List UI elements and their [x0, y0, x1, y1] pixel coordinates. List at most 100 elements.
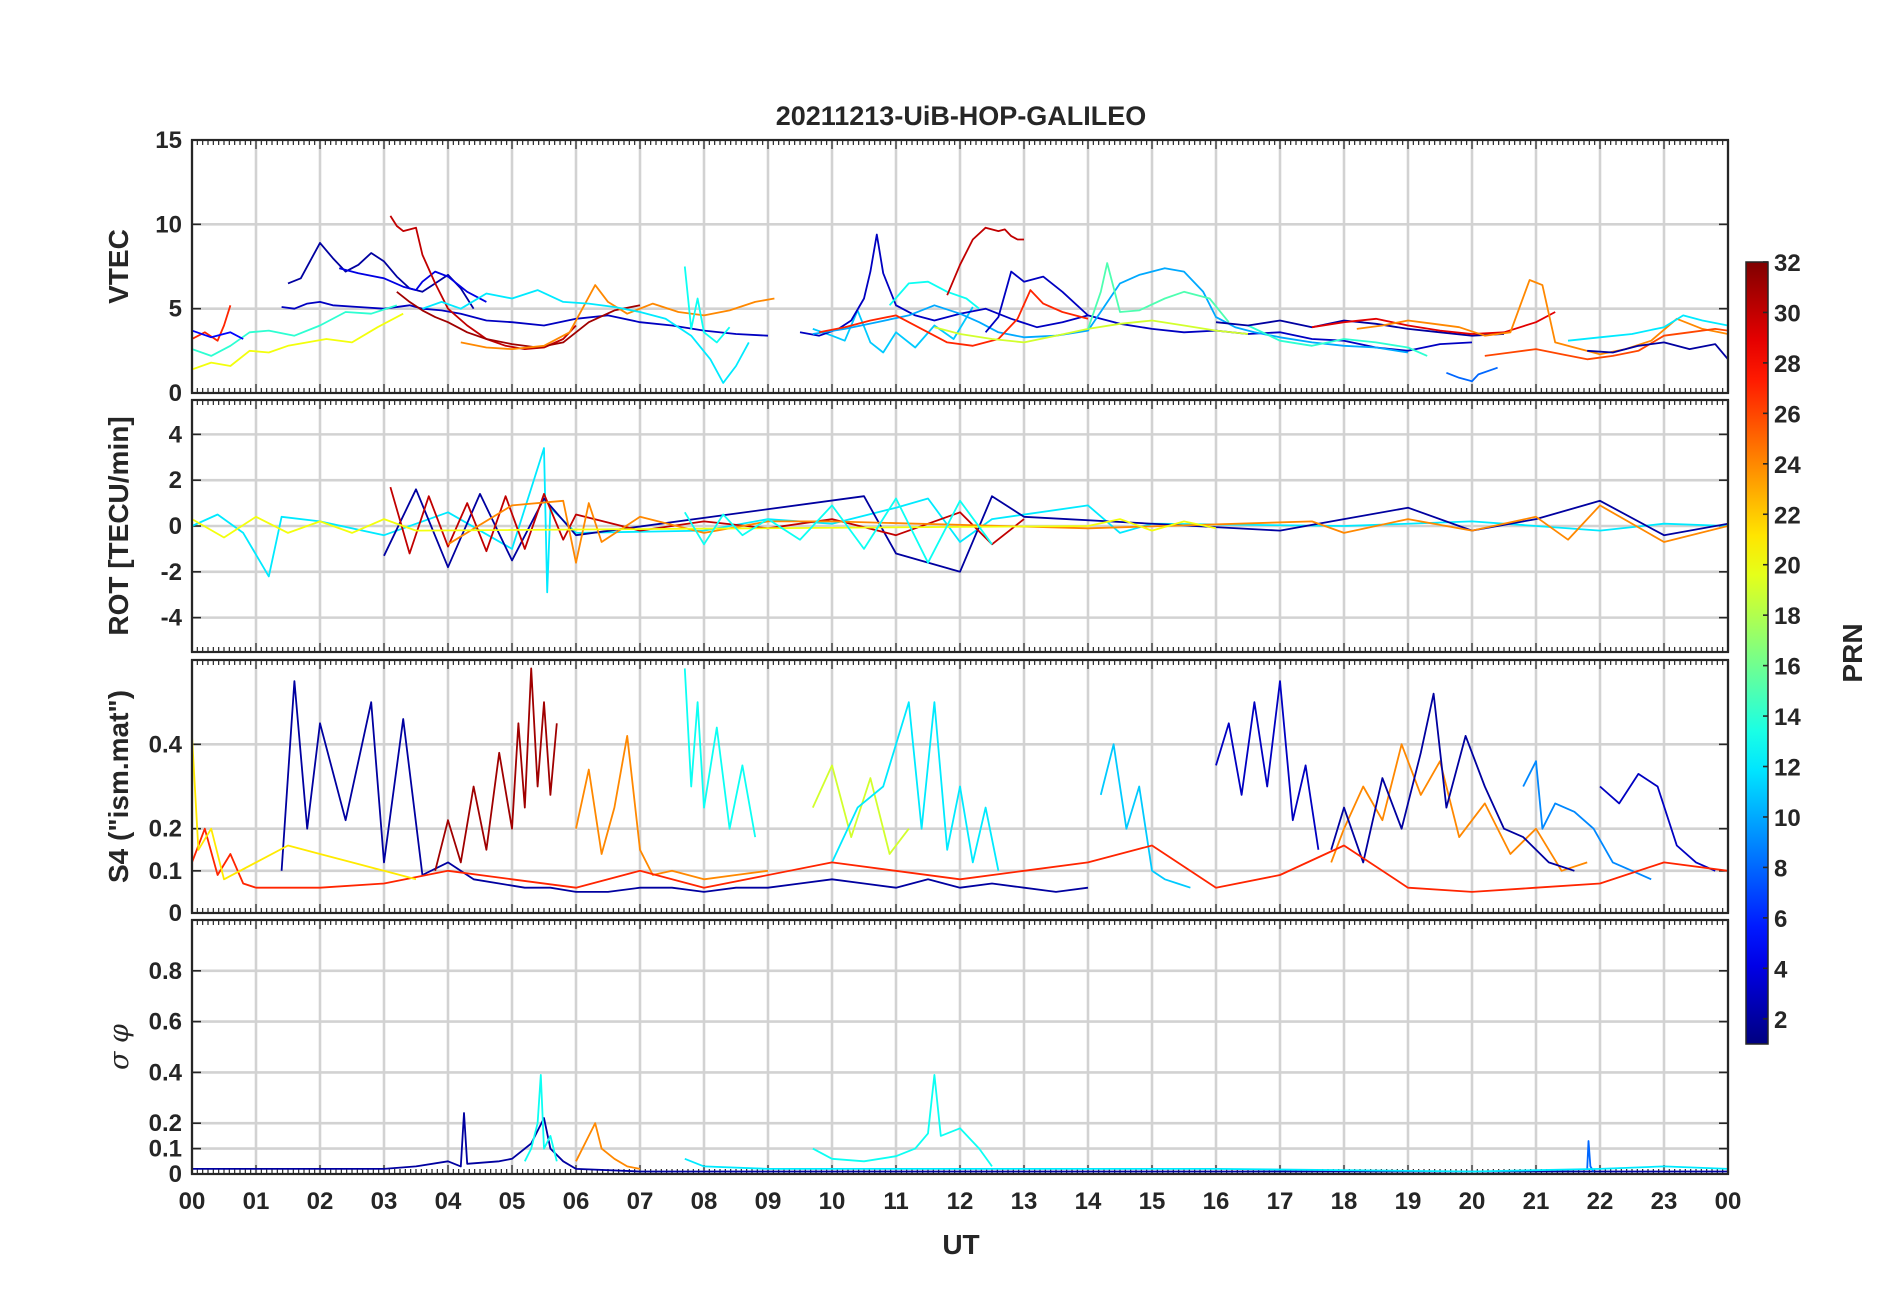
panel-sigma_phi: 00.10.2 0.4 0.6 0.8 σ φ: [104, 918, 1730, 1188]
y-tick-label: 0.1: [149, 858, 182, 885]
x-tick-label: 00: [179, 1188, 206, 1215]
series-line-prn-21: [192, 735, 417, 881]
y-tick-label: 0.6: [149, 1009, 182, 1036]
series-line-prn-14: [192, 304, 398, 357]
y-axis-label: σ φ: [104, 1024, 135, 1070]
series-line-prn-8: [1446, 366, 1498, 383]
x-tick-label: 16: [1203, 1188, 1230, 1215]
colorbar-tick-label: 14: [1774, 704, 1801, 731]
y-tick-label: 0.4: [149, 1059, 183, 1086]
series-line-prn-2: [383, 488, 1728, 573]
series-line-prn-29: [1311, 311, 1556, 335]
series-line-prn-9: [1522, 760, 1652, 881]
colorbar-tick-label: 32: [1774, 250, 1801, 277]
x-tick-label: 19: [1395, 1188, 1422, 1215]
x-tick-label: 08: [691, 1188, 718, 1215]
series-line-prn-27: [192, 827, 1728, 893]
series-line-prn-2: [1587, 341, 1728, 360]
series-line-prn-4: [338, 267, 487, 303]
y-tick-label: 15: [155, 127, 182, 154]
series-line-prn-3: [1599, 773, 1716, 872]
series-line-prn-2: [287, 241, 475, 310]
y-axis-label: S4 ("ism.mat"): [103, 690, 134, 883]
series-line-prn-27: [192, 305, 232, 342]
y-tick-label: 5: [169, 296, 182, 323]
y-tick-label: 0.1: [149, 1136, 182, 1163]
series-group-vtec: [192, 215, 1728, 384]
panel-vtec: 0 5 10 15 VTEC: [103, 127, 1730, 407]
colorbar-tick-label: 26: [1774, 401, 1801, 428]
series-line-prn-12: [1567, 314, 1728, 342]
colorbar-tick-label: 10: [1774, 805, 1801, 832]
x-tick-label: 07: [627, 1188, 654, 1215]
series-line-prn-30: [389, 486, 1025, 555]
series-line-prn-2: [1330, 692, 1575, 872]
x-tick-label: 03: [371, 1188, 398, 1215]
series-line-prn-15: [1087, 262, 1230, 330]
y-tick-label: 0: [169, 900, 182, 927]
series-group-s4: [192, 667, 1728, 893]
x-axis: 00 01 02 03 04 05 06 07 08 09 10 11 12 13 14 15 16 17 18 19…: [179, 1188, 1742, 1215]
x-tick-label: 05: [499, 1188, 526, 1215]
x-tick-label: 22: [1587, 1188, 1614, 1215]
series-line-prn-13: [684, 497, 993, 564]
series-line-prn-24: [1330, 743, 1588, 872]
x-tick-label: 23: [1651, 1188, 1678, 1215]
series-line-prn-5: [192, 329, 244, 340]
series-group-rot: [192, 447, 1728, 594]
colorbar-label: PRN: [1837, 623, 1868, 682]
series-line-prn-11: [812, 306, 974, 354]
series-line-prn-24: [447, 499, 1728, 564]
panel-frame: [190, 398, 1730, 654]
y-tick-label: 0: [169, 513, 182, 540]
y-tick-label: 10: [155, 211, 182, 238]
series-line-prn-13: [888, 280, 980, 310]
series-line-prn-24: [460, 284, 775, 351]
panel-frame: [190, 138, 1730, 395]
series-line-prn-30: [946, 226, 1024, 296]
colorbar-tick-label: 22: [1774, 502, 1801, 529]
y-tick-label: -2: [161, 559, 182, 586]
series-line-prn-24: [575, 735, 769, 881]
series-line-prn-3: [1215, 680, 1320, 850]
colorbar-gradient: [1745, 261, 1769, 1045]
colorbar-tick-label: 18: [1774, 603, 1801, 630]
y-tick-label: 4: [169, 421, 183, 448]
series-line-prn-14: [1247, 324, 1428, 357]
x-tick-label: 11: [883, 1188, 908, 1215]
series-line-prn-2: [192, 1112, 1728, 1173]
series-line-prn-2: [280, 680, 1089, 893]
colorbar-tick-label: 2: [1774, 1007, 1787, 1034]
x-tick-label: 01: [243, 1188, 270, 1215]
series-line-prn-26: [1484, 327, 1728, 361]
series-line-prn-12: [684, 1157, 1728, 1173]
y-tick-label: 2: [169, 467, 182, 494]
series-line-prn-31: [396, 291, 641, 349]
x-axis-label: UT: [942, 1229, 979, 1260]
panel-frame: [190, 658, 1730, 915]
colorbar-tick-label: 24: [1774, 452, 1801, 479]
x-tick-label: 21: [1523, 1188, 1550, 1215]
series-line-prn-24: [575, 1122, 641, 1170]
y-tick-label: 0.2: [149, 1110, 182, 1137]
x-tick-label: 10: [819, 1188, 846, 1215]
x-tick-label: 12: [947, 1188, 974, 1215]
colorbar-tick-label: 8: [1774, 855, 1787, 882]
series-line-prn-19: [811, 764, 910, 855]
series-line-prn-3: [281, 300, 769, 337]
y-tick-label: 0: [169, 380, 182, 407]
x-tick-label: 13: [1011, 1188, 1038, 1215]
series-line-prn-13: [812, 1074, 993, 1167]
x-tick-label: 06: [563, 1188, 590, 1215]
x-tick-label: 15: [1139, 1188, 1166, 1215]
series-line-prn-10: [812, 267, 1409, 354]
chart-title: 20211213-UiB-HOP-GALILEO: [776, 101, 1147, 131]
panel-s4: 0 0.1 0.2 0.4 S4 ("ism.mat"): [103, 658, 1730, 927]
series-line-prn-11: [1099, 743, 1191, 889]
y-tick-label: 0.4: [149, 731, 183, 758]
series-line-prn-3: [984, 270, 1089, 333]
colorbar-tick-label: 12: [1774, 755, 1801, 782]
